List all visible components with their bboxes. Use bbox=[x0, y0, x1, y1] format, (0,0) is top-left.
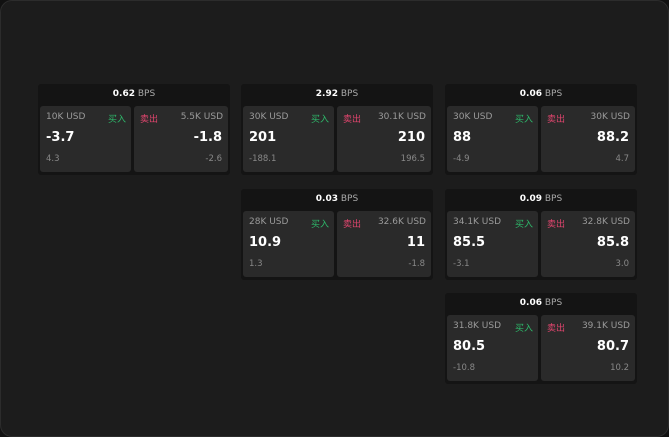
size-row: 卖出 5.5K USD bbox=[140, 112, 223, 125]
spread-value: 0.03 bbox=[315, 194, 338, 204]
order-size: 31.8K USD bbox=[453, 321, 502, 331]
buy-button[interactable]: 10K USD 买入 -3.7 4.3 bbox=[40, 106, 131, 172]
size-row: 28K USD 买入 bbox=[249, 217, 329, 230]
order-size: 28K USD bbox=[249, 217, 289, 227]
sell-label: 卖出 bbox=[343, 115, 362, 125]
order-size: 10K USD bbox=[46, 112, 86, 122]
size-row: 卖出 32.6K USD bbox=[343, 217, 426, 230]
sell-change: 196.5 bbox=[400, 154, 425, 164]
sell-price: 11 bbox=[406, 235, 425, 250]
quote-panel: 0.09 BPS 34.1K USD 买入 85.5 -3.1 卖出 32.8K USD 85… bbox=[445, 189, 637, 280]
order-size: 34.1K USD bbox=[453, 217, 502, 227]
sell-label: 卖出 bbox=[547, 324, 566, 334]
sell-label: 卖出 bbox=[140, 115, 159, 125]
buy-change: 1.3 bbox=[249, 259, 263, 269]
buy-price: 80.5 bbox=[453, 339, 486, 354]
spread-value: 0.06 bbox=[519, 298, 542, 308]
spread-header: 0.62 BPS bbox=[38, 84, 230, 105]
spread-value: 0.09 bbox=[519, 194, 542, 204]
buy-change: -4.9 bbox=[453, 154, 470, 164]
buy-price: 88 bbox=[453, 130, 472, 145]
buy-price: 201 bbox=[249, 130, 277, 145]
sell-price: -1.8 bbox=[193, 130, 222, 145]
buy-button[interactable]: 30K USD 买入 201 -188.1 bbox=[243, 106, 334, 172]
spread-header: 0.06 BPS bbox=[445, 293, 637, 314]
sell-label: 卖出 bbox=[547, 220, 566, 230]
buy-price: 85.5 bbox=[453, 235, 486, 250]
sell-button[interactable]: 卖出 5.5K USD -1.8 -2.6 bbox=[134, 106, 228, 172]
order-size: 39.1K USD bbox=[581, 321, 630, 331]
size-row: 31.8K USD 买入 bbox=[453, 321, 533, 334]
order-size: 5.5K USD bbox=[180, 112, 223, 122]
sell-change: 3.0 bbox=[615, 259, 629, 269]
buy-label: 买入 bbox=[514, 324, 533, 334]
size-row: 30K USD 买入 bbox=[453, 112, 533, 125]
buy-price: 10.9 bbox=[249, 235, 282, 250]
sell-button[interactable]: 卖出 39.1K USD 80.7 10.2 bbox=[541, 315, 635, 381]
spread-unit: BPS bbox=[544, 298, 563, 308]
order-size: 30K USD bbox=[453, 112, 493, 122]
spread-header: 0.03 BPS bbox=[241, 189, 433, 210]
sell-button[interactable]: 卖出 30K USD 88.2 4.7 bbox=[541, 106, 635, 172]
size-row: 卖出 30K USD bbox=[547, 112, 630, 125]
sell-change: -1.8 bbox=[408, 259, 425, 269]
buy-button[interactable]: 30K USD 买入 88 -4.9 bbox=[447, 106, 538, 172]
buy-label: 买入 bbox=[514, 220, 533, 230]
order-size: 30.1K USD bbox=[377, 112, 426, 122]
order-size: 32.8K USD bbox=[581, 217, 630, 227]
quote-panel: 0.06 BPS 31.8K USD 买入 80.5 -10.8 卖出 39.1K USD 8… bbox=[445, 293, 637, 384]
spread-unit: BPS bbox=[340, 194, 359, 204]
size-row: 10K USD 买入 bbox=[46, 112, 126, 125]
sell-price: 88.2 bbox=[596, 130, 629, 145]
buy-label: 买入 bbox=[107, 115, 126, 125]
size-row: 卖出 32.8K USD bbox=[547, 217, 630, 230]
sell-label: 卖出 bbox=[547, 115, 566, 125]
quote-panel: 0.03 BPS 28K USD 买入 10.9 1.3 卖出 32.6K USD 11 -1.… bbox=[241, 189, 433, 280]
spread-value: 2.92 bbox=[315, 89, 338, 99]
sell-button[interactable]: 卖出 32.8K USD 85.8 3.0 bbox=[541, 211, 635, 277]
buy-change: 4.3 bbox=[46, 154, 60, 164]
sell-button[interactable]: 卖出 32.6K USD 11 -1.8 bbox=[337, 211, 431, 277]
spread-value: 0.06 bbox=[519, 89, 542, 99]
buy-button[interactable]: 34.1K USD 买入 85.5 -3.1 bbox=[447, 211, 538, 277]
spread-unit: BPS bbox=[544, 194, 563, 204]
buy-change: -10.8 bbox=[453, 363, 475, 373]
sell-label: 卖出 bbox=[343, 220, 362, 230]
size-row: 34.1K USD 买入 bbox=[453, 217, 533, 230]
order-size: 30K USD bbox=[249, 112, 289, 122]
order-size: 30K USD bbox=[590, 112, 630, 122]
sell-change: -2.6 bbox=[205, 154, 222, 164]
sell-price: 210 bbox=[397, 130, 425, 145]
sell-change: 10.2 bbox=[610, 363, 629, 373]
buy-label: 买入 bbox=[310, 115, 329, 125]
buy-price: -3.7 bbox=[46, 130, 75, 145]
buy-label: 买入 bbox=[514, 115, 533, 125]
spread-unit: BPS bbox=[340, 89, 359, 99]
buy-button[interactable]: 31.8K USD 买入 80.5 -10.8 bbox=[447, 315, 538, 381]
quote-panel: 0.62 BPS 10K USD 买入 -3.7 4.3 卖出 5.5K USD -1.8 -2… bbox=[38, 84, 230, 175]
buy-change: -3.1 bbox=[453, 259, 470, 269]
size-row: 卖出 30.1K USD bbox=[343, 112, 426, 125]
spread-header: 2.92 BPS bbox=[241, 84, 433, 105]
quote-panel: 2.92 BPS 30K USD 买入 201 -188.1 卖出 30.1K USD 210… bbox=[241, 84, 433, 175]
buy-button[interactable]: 28K USD 买入 10.9 1.3 bbox=[243, 211, 334, 277]
spread-header: 0.09 BPS bbox=[445, 189, 637, 210]
size-row: 30K USD 买入 bbox=[249, 112, 329, 125]
quote-panel: 0.06 BPS 30K USD 买入 88 -4.9 卖出 30K USD 88.2 4.7 bbox=[445, 84, 637, 175]
sell-price: 85.8 bbox=[596, 235, 629, 250]
order-size: 32.6K USD bbox=[377, 217, 426, 227]
sell-change: 4.7 bbox=[615, 154, 629, 164]
spread-header: 0.06 BPS bbox=[445, 84, 637, 105]
spread-value: 0.62 bbox=[112, 89, 135, 99]
buy-change: -188.1 bbox=[249, 154, 277, 164]
sell-price: 80.7 bbox=[596, 339, 629, 354]
size-row: 卖出 39.1K USD bbox=[547, 321, 630, 334]
buy-label: 买入 bbox=[310, 220, 329, 230]
spread-unit: BPS bbox=[544, 89, 563, 99]
spread-unit: BPS bbox=[137, 89, 156, 99]
sell-button[interactable]: 卖出 30.1K USD 210 196.5 bbox=[337, 106, 431, 172]
